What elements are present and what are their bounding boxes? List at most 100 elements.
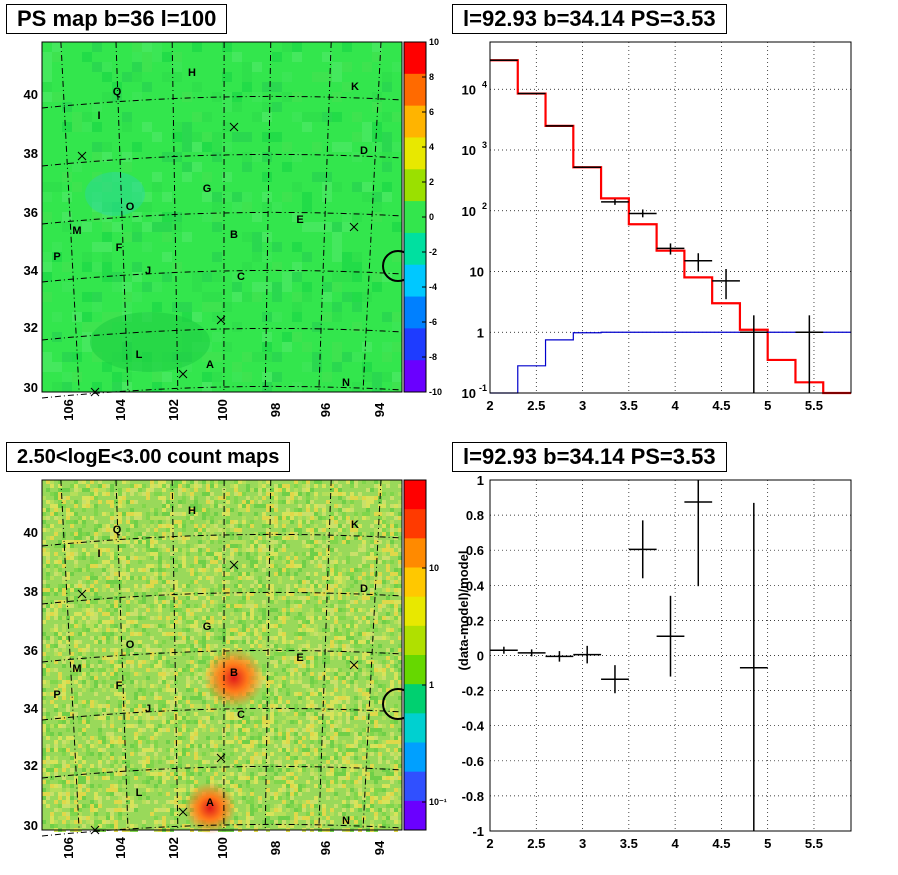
map-pixel — [98, 684, 102, 688]
map-pixel — [132, 222, 142, 232]
map-pixel — [106, 684, 110, 688]
map-pixel — [54, 516, 58, 520]
map-pixel — [238, 508, 242, 512]
map-pixel — [114, 604, 118, 608]
map-pixel — [78, 540, 82, 544]
map-pixel — [54, 604, 58, 608]
map-pixel — [218, 592, 222, 596]
map-pixel — [278, 732, 282, 736]
map-pixel — [78, 668, 82, 672]
map-pixel — [142, 764, 146, 768]
map-pixel — [286, 668, 290, 672]
map-pixel — [242, 152, 252, 162]
map-pixel — [390, 548, 394, 552]
map-pixel — [382, 580, 386, 584]
map-pixel — [42, 692, 46, 696]
map-pixel — [74, 500, 78, 504]
map-pixel — [234, 540, 238, 544]
map-pixel — [146, 624, 150, 628]
map-pixel — [306, 684, 310, 688]
map-pixel — [378, 652, 382, 656]
map-pixel — [78, 652, 82, 656]
map-pixel — [146, 756, 150, 760]
map-pixel — [286, 532, 290, 536]
map-pixel — [50, 484, 54, 488]
map-pixel — [394, 812, 398, 816]
map-pixel — [322, 588, 326, 592]
map-pixel — [234, 748, 238, 752]
map-pixel — [106, 744, 110, 748]
map-pixel — [334, 524, 338, 528]
map-pixel — [306, 624, 310, 628]
map-pixel — [278, 748, 282, 752]
map-pixel — [142, 716, 146, 720]
map-pixel — [186, 720, 190, 724]
map-pixel — [362, 688, 366, 692]
map-pixel — [206, 568, 210, 572]
map-pixel — [386, 664, 390, 668]
map-pixel — [398, 568, 402, 572]
map-pixel — [274, 496, 278, 500]
colorbar-tick-label: -6 — [429, 317, 437, 327]
map-pixel — [374, 816, 378, 820]
map-pixel — [278, 660, 282, 664]
map-pixel — [106, 792, 110, 796]
map-pixel — [118, 572, 122, 576]
map-pixel — [174, 604, 178, 608]
map-pixel — [278, 544, 282, 548]
map-pixel — [198, 760, 202, 764]
map-pixel — [386, 544, 390, 548]
map-pixel — [322, 740, 326, 744]
map-pixel — [94, 676, 98, 680]
source-label: J — [145, 265, 151, 277]
map-pixel — [374, 496, 378, 500]
map-pixel — [322, 776, 326, 780]
map-pixel — [272, 282, 282, 292]
map-pixel — [318, 548, 322, 552]
map-pixel — [346, 672, 350, 676]
map-pixel — [182, 480, 186, 484]
map-pixel — [342, 740, 346, 744]
map-pixel — [254, 616, 258, 620]
map-pixel — [142, 692, 146, 696]
map-pixel — [110, 816, 114, 820]
map-pixel — [58, 568, 62, 572]
map-pixel — [90, 616, 94, 620]
map-pixel — [318, 816, 322, 820]
map-pixel — [74, 804, 78, 808]
map-pixel — [242, 612, 246, 616]
map-pixel — [326, 772, 330, 776]
map-pixel — [238, 820, 242, 824]
map-pixel — [50, 636, 54, 640]
map-pixel — [154, 728, 158, 732]
map-pixel — [298, 740, 302, 744]
map-pixel — [352, 262, 362, 272]
map-pixel — [370, 764, 374, 768]
map-pixel — [102, 312, 112, 322]
map-pixel — [242, 564, 246, 568]
map-pixel — [82, 222, 92, 232]
map-pixel — [358, 792, 362, 796]
map-pixel — [218, 552, 222, 556]
map-pixel — [242, 292, 252, 302]
map-pixel — [342, 508, 346, 512]
map-pixel — [318, 732, 322, 736]
map-pixel — [110, 660, 114, 664]
map-pixel — [192, 132, 202, 142]
map-pixel — [42, 516, 46, 520]
map-pixel — [226, 728, 230, 732]
map-pixel — [98, 528, 102, 532]
map-pixel — [358, 804, 362, 808]
map-pixel — [378, 580, 382, 584]
map-pixel — [110, 604, 114, 608]
map-pixel — [290, 648, 294, 652]
map-pixel — [254, 716, 258, 720]
map-pixel — [54, 608, 58, 612]
map-pixel — [198, 716, 202, 720]
map-pixel — [178, 632, 182, 636]
map-pixel — [282, 512, 286, 516]
map-pixel — [262, 552, 266, 556]
map-pixel — [98, 752, 102, 756]
map-pixel — [314, 660, 318, 664]
map-pixel — [142, 680, 146, 684]
